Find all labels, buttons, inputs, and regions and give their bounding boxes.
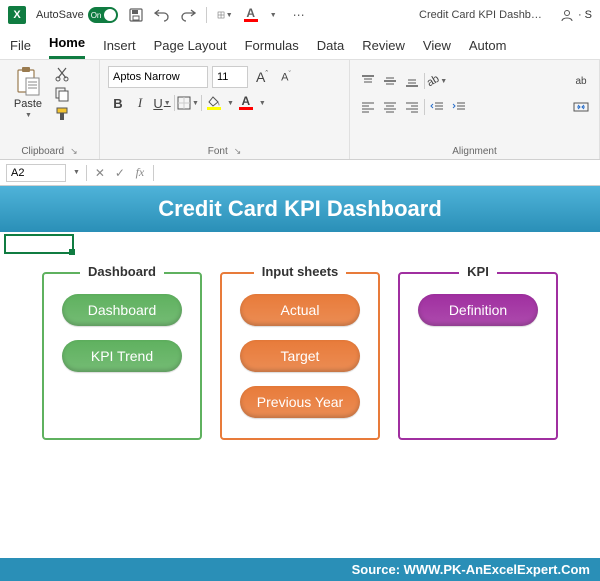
- name-box[interactable]: [6, 164, 66, 182]
- tab-home[interactable]: Home: [49, 31, 85, 59]
- worksheet-area[interactable]: Credit Card KPI Dashboard DashboardDashb…: [0, 186, 600, 581]
- nav-pill-actual[interactable]: Actual: [240, 294, 360, 326]
- ribbon: Paste ▼ Clipboard ↘ Aˆ Aˇ B I U▼: [0, 60, 600, 160]
- alignment-group-label: Alignment: [452, 146, 496, 157]
- decrease-font-button[interactable]: Aˇ: [276, 66, 296, 88]
- font-size-select[interactable]: [212, 66, 248, 88]
- increase-font-button[interactable]: Aˆ: [252, 66, 272, 88]
- divider: [174, 95, 175, 111]
- align-bottom-button[interactable]: [402, 70, 422, 92]
- align-right-button[interactable]: [402, 96, 422, 118]
- divider: [201, 95, 202, 111]
- excel-logo-icon: X: [8, 6, 26, 24]
- format-painter-icon[interactable]: [54, 106, 70, 122]
- align-top-button[interactable]: [358, 70, 378, 92]
- nav-pill-previous-year[interactable]: Previous Year: [240, 386, 360, 418]
- card-title: KPI: [459, 264, 497, 279]
- tab-view[interactable]: View: [423, 34, 451, 59]
- save-icon[interactable]: [128, 7, 144, 23]
- paste-button[interactable]: Paste ▼: [8, 66, 48, 122]
- clipboard-group-label: Clipboard: [21, 146, 64, 157]
- card-title: Input sheets: [254, 264, 347, 279]
- font-group-label: Font: [208, 146, 228, 157]
- dialog-launcher-icon[interactable]: ↘: [70, 146, 78, 157]
- nav-pill-definition[interactable]: Definition: [418, 294, 538, 326]
- caret-icon[interactable]: ▼: [270, 12, 277, 19]
- selected-cell[interactable]: [4, 234, 74, 254]
- autosave-label: AutoSave: [36, 9, 84, 21]
- nav-card-dashboard: DashboardDashboardKPI Trend: [42, 272, 202, 440]
- borders-button[interactable]: ▼: [177, 92, 199, 114]
- formula-bar: ▼ ✕ ✓ fx: [0, 160, 600, 186]
- divider: [206, 7, 207, 23]
- fill-color-button[interactable]: [204, 92, 224, 114]
- cut-icon[interactable]: [54, 66, 70, 82]
- nav-pill-target[interactable]: Target: [240, 340, 360, 372]
- nav-cards-row: Dashboard Dashboard KPI Trend Input sheets A…: [0, 232, 600, 460]
- merge-center-button[interactable]: [571, 96, 591, 118]
- source-footer: Source: WWW.PK-AnExcelExpert.Com: [0, 558, 600, 581]
- group-alignment: ab▼ ab Alignment: [350, 60, 600, 159]
- divider: [86, 165, 87, 181]
- font-color-qat-icon[interactable]: A: [243, 7, 259, 23]
- tab-data[interactable]: Data: [317, 34, 344, 59]
- decrease-indent-button[interactable]: [427, 96, 447, 118]
- wrap-text-button[interactable]: ab: [571, 70, 591, 92]
- tab-formulas[interactable]: Formulas: [245, 34, 299, 59]
- align-left-button[interactable]: [358, 96, 378, 118]
- card-title: Dashboard: [80, 264, 164, 279]
- borders-qat-icon[interactable]: ▼: [217, 7, 233, 23]
- font-color-bar: [244, 19, 258, 22]
- italic-button[interactable]: I: [130, 92, 150, 114]
- tab-file[interactable]: File: [10, 34, 31, 59]
- formula-input[interactable]: [160, 160, 594, 185]
- tab-insert[interactable]: Insert: [103, 34, 136, 59]
- user-icon: [560, 8, 574, 22]
- align-center-button[interactable]: [380, 96, 400, 118]
- caret-icon[interactable]: ▼: [73, 169, 80, 176]
- dashboard-banner: Credit Card KPI Dashboard: [0, 186, 600, 232]
- paste-label: Paste: [14, 98, 42, 110]
- divider: [153, 165, 154, 181]
- font-name-select[interactable]: [108, 66, 208, 88]
- tab-autom[interactable]: Autom: [469, 34, 507, 59]
- toggle-on-icon[interactable]: On: [88, 7, 118, 23]
- ribbon-tabs: File Home Insert Page Layout Formulas Data Rev…: [0, 30, 600, 60]
- cancel-formula-icon[interactable]: ✕: [93, 166, 107, 180]
- caret-icon: ▼: [25, 112, 32, 119]
- divider: [424, 73, 425, 89]
- bucket-icon: [207, 96, 221, 107]
- align-middle-button[interactable]: [380, 70, 400, 92]
- underline-button[interactable]: U▼: [152, 92, 172, 114]
- undo-icon[interactable]: [154, 7, 170, 23]
- tab-page-layout[interactable]: Page Layout: [154, 34, 227, 59]
- orientation-button[interactable]: ab▼: [427, 70, 447, 92]
- more-qat-icon[interactable]: ⋯: [291, 7, 307, 23]
- copy-icon[interactable]: [54, 86, 70, 102]
- enter-formula-icon[interactable]: ✓: [113, 166, 127, 180]
- document-title: Credit Card KPI Dashb…: [419, 9, 542, 21]
- title-bar: X AutoSave On ▼ A ▼ ⋯ Credit Card KPI Da…: [0, 0, 600, 30]
- autosave-toggle[interactable]: AutoSave On: [36, 7, 118, 23]
- increase-indent-button[interactable]: [449, 96, 469, 118]
- paste-icon: [15, 66, 41, 96]
- group-font: Aˆ Aˇ B I U▼ ▼ ▼ A ▼ Font↘: [100, 60, 350, 159]
- divider: [424, 99, 425, 115]
- font-color-button[interactable]: A: [236, 92, 256, 114]
- tab-review[interactable]: Review: [362, 34, 405, 59]
- nav-pill-kpi-trend[interactable]: KPI Trend: [62, 340, 182, 372]
- bold-button[interactable]: B: [108, 92, 128, 114]
- fx-icon[interactable]: fx: [133, 165, 147, 180]
- nav-pill-dashboard[interactable]: Dashboard: [62, 294, 182, 326]
- redo-icon[interactable]: [180, 7, 196, 23]
- dialog-launcher-icon[interactable]: ↘: [234, 146, 242, 157]
- nav-card-kpi: KPIDefinition: [398, 272, 558, 440]
- group-clipboard: Paste ▼ Clipboard ↘: [0, 60, 100, 159]
- account-area[interactable]: · S: [560, 8, 592, 22]
- nav-card-input-sheets: Input sheetsActualTargetPrevious Year: [220, 272, 380, 440]
